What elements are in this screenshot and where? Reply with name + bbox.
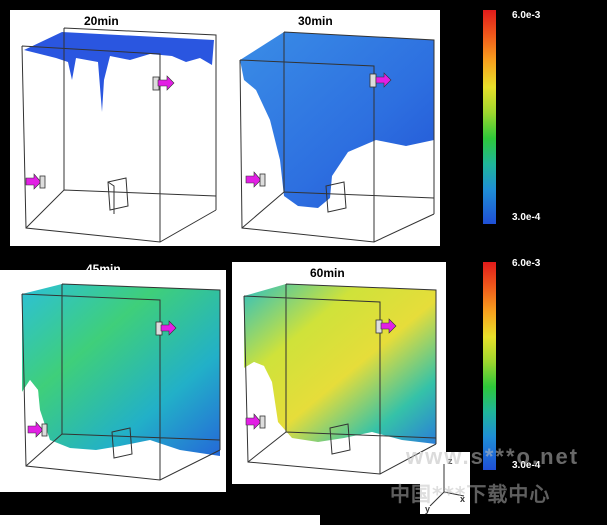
panel-label: 60min [310,266,345,280]
watermark-text: 中国***下载中心 [390,482,551,506]
colorbar-min-label: 3.0e-4 [512,460,541,471]
bottom-strip [0,515,320,525]
inlet-vent [259,415,266,429]
panel-60min: 60min [232,262,446,484]
outlet-arrow-icon [160,320,177,336]
panel-label: 45min [86,262,121,276]
room-diagram-30min [239,31,435,243]
axis-z-label: z [448,456,453,466]
colorbar-max-label: 6.0e-3 [512,10,541,21]
inlet-vent [39,175,46,189]
panel-label: 30min [298,14,333,28]
panel-30min: 30min [226,10,440,246]
axis-x-label: x [460,494,466,504]
panel-label: 20min [84,14,119,28]
room-diagram-20min [21,27,217,243]
outlet-arrow-icon [157,75,175,91]
inlet-arrow-icon [27,421,44,438]
colorbar-bottom [483,262,496,470]
concentration-plume [24,32,214,112]
panel-20min: 20min [10,10,226,246]
inlet-vent [259,173,266,187]
concentration-plume [240,32,434,208]
colorbar-min-label: 3.0e-4 [512,212,541,223]
panel-45min [0,270,226,492]
outlet-arrow-icon [380,318,397,334]
colorbar-top [483,10,496,224]
outlet-arrow-icon [375,72,392,88]
inlet-arrow-icon [245,171,262,188]
inlet-vent [41,423,48,437]
inlet-arrow-icon [245,413,262,430]
outlet-vent [369,73,377,88]
inlet-arrow-icon [25,173,42,190]
axis-y-label: y [425,504,431,514]
room-diagram-45min [21,283,221,481]
watermark-url: www.s***o.net [406,444,580,469]
room-diagram-60min [243,283,437,475]
axis-triad [420,452,470,514]
colorbar-max-label: 6.0e-3 [512,258,541,269]
